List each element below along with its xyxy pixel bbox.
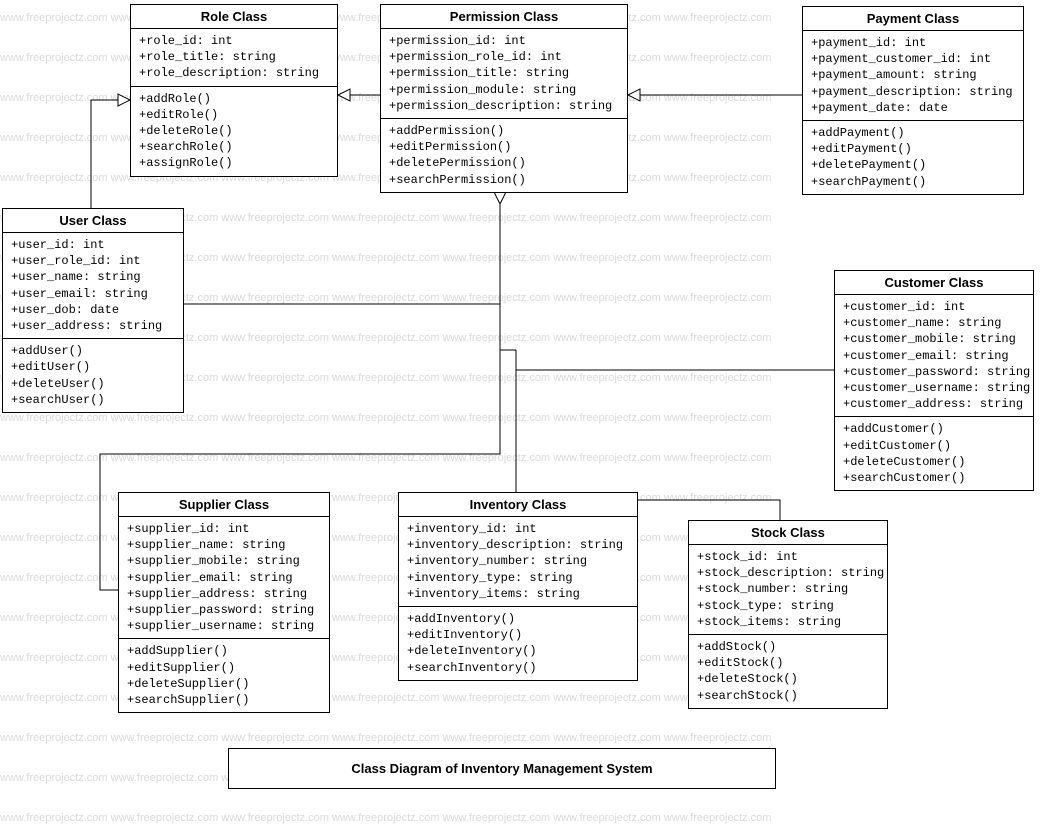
class-attrs-role: +role_id: int +role_title: string +role_… — [131, 29, 337, 87]
class-payment: Payment Class+payment_id: int +payment_c… — [802, 6, 1024, 195]
class-attrs-stock: +stock_id: int +stock_description: strin… — [689, 545, 887, 635]
class-methods-inventory: +addInventory() +editInventory() +delete… — [399, 607, 637, 680]
class-methods-customer: +addCustomer() +editCustomer() +deleteCu… — [835, 417, 1033, 490]
class-attrs-supplier: +supplier_id: int +supplier_name: string… — [119, 517, 329, 639]
class-attrs-user: +user_id: int +user_role_id: int +user_n… — [3, 233, 183, 339]
diagram-caption: Class Diagram of Inventory Management Sy… — [228, 748, 776, 789]
class-title-role: Role Class — [131, 5, 337, 29]
class-supplier: Supplier Class+supplier_id: int +supplie… — [118, 492, 330, 713]
class-inventory: Inventory Class+inventory_id: int +inven… — [398, 492, 638, 681]
class-attrs-payment: +payment_id: int +payment_customer_id: i… — [803, 31, 1023, 121]
class-methods-permission: +addPermission() +editPermission() +dele… — [381, 119, 627, 192]
class-title-payment: Payment Class — [803, 7, 1023, 31]
class-customer: Customer Class+customer_id: int +custome… — [834, 270, 1034, 491]
class-title-customer: Customer Class — [835, 271, 1033, 295]
class-methods-payment: +addPayment() +editPayment() +deletePaym… — [803, 121, 1023, 194]
class-title-supplier: Supplier Class — [119, 493, 329, 517]
class-role: Role Class+role_id: int +role_title: str… — [130, 4, 338, 177]
class-title-permission: Permission Class — [381, 5, 627, 29]
class-methods-user: +addUser() +editUser() +deleteUser() +se… — [3, 339, 183, 412]
class-attrs-customer: +customer_id: int +customer_name: string… — [835, 295, 1033, 417]
class-title-user: User Class — [3, 209, 183, 233]
class-methods-role: +addRole() +editRole() +deleteRole() +se… — [131, 87, 337, 176]
class-permission: Permission Class+permission_id: int +per… — [380, 4, 628, 193]
class-title-inventory: Inventory Class — [399, 493, 637, 517]
class-title-stock: Stock Class — [689, 521, 887, 545]
class-methods-stock: +addStock() +editStock() +deleteStock() … — [689, 635, 887, 708]
class-attrs-inventory: +inventory_id: int +inventory_descriptio… — [399, 517, 637, 607]
diagram-canvas: Role Class+role_id: int +role_title: str… — [0, 0, 1047, 792]
class-stock: Stock Class+stock_id: int +stock_descrip… — [688, 520, 888, 709]
class-attrs-permission: +permission_id: int +permission_role_id:… — [381, 29, 627, 119]
class-user: User Class+user_id: int +user_role_id: i… — [2, 208, 184, 413]
class-methods-supplier: +addSupplier() +editSupplier() +deleteSu… — [119, 639, 329, 712]
